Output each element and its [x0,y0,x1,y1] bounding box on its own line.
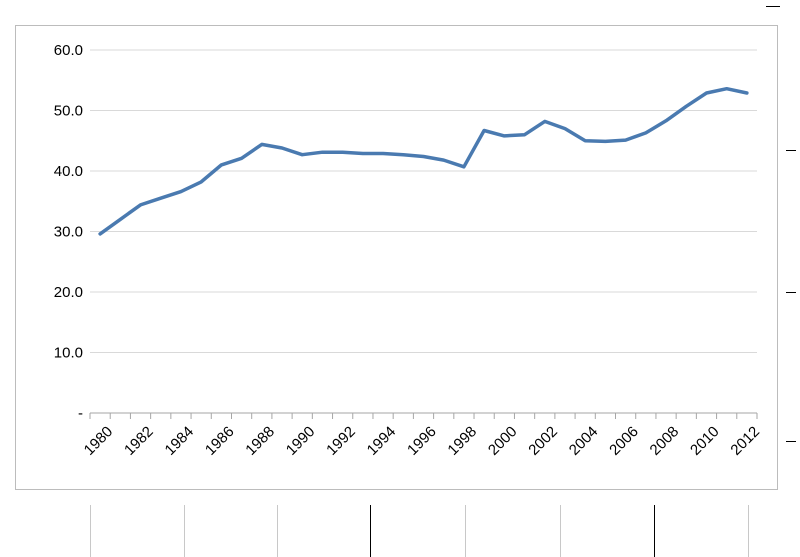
x-tick-label: 1992 [323,423,359,459]
x-tick-label: 2008 [647,423,683,459]
y-tick-label: 30.0 [54,224,83,241]
y-tick-label: 50.0 [54,103,83,120]
series-line [98,86,749,236]
bottom-divider [277,505,278,557]
x-tick-label: 2006 [606,423,642,459]
x-tick-label: 2012 [727,423,763,459]
series [98,86,749,236]
x-tick-label: 1990 [283,423,319,459]
bottom-divider [90,505,91,557]
bottom-divider [654,505,655,557]
x-tick-label: 1984 [162,423,198,459]
x-tick-label: 1988 [242,423,278,459]
x-tick-label: 1994 [364,423,400,459]
x-tick-label: 1986 [202,423,238,459]
x-tick-label: 2002 [525,423,561,459]
bottom-divider [465,505,466,557]
y-tick-label: 60.0 [54,42,83,59]
y-tick-label: 20.0 [54,284,83,301]
gridlines [90,49,757,353]
right-edge-mark [786,292,796,293]
x-tick-label: 2010 [687,423,723,459]
y-tick-label: 10.0 [54,345,83,362]
right-edge-mark [786,441,796,442]
x-tick-label: 1996 [404,423,440,459]
x-tick-label: 2000 [485,423,521,459]
right-edge-mark [786,150,796,151]
bottom-divider [748,505,749,557]
bottom-divider [560,505,561,557]
axes [89,412,758,419]
x-tick-label: 2004 [566,423,602,459]
y-tick-label: 40.0 [54,163,83,180]
x-tick-label: 1980 [81,423,117,459]
y-tick-label: - [78,405,83,422]
bottom-divider [370,505,371,557]
right-edge-mark [766,6,780,7]
x-tick-label: 1998 [444,423,480,459]
x-tick-label: 1982 [121,423,157,459]
bottom-divider [184,505,185,557]
